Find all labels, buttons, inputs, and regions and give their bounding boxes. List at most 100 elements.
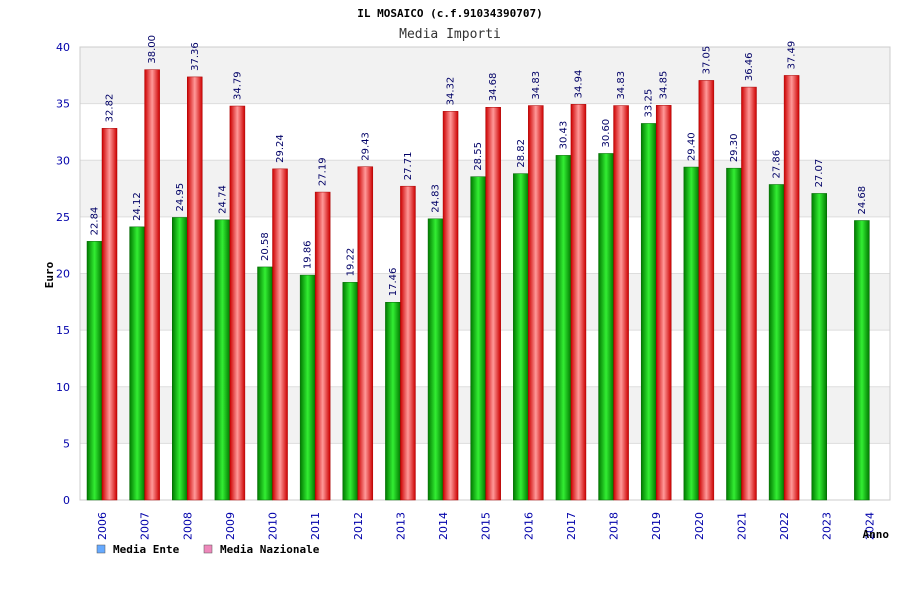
bar-media-nazionale	[698, 80, 715, 501]
x-tick-label: 2014	[437, 512, 450, 540]
x-tick-label: 2008	[181, 512, 194, 540]
y-tick-label: 15	[56, 324, 70, 337]
data-label-media-nazionale: 32.82	[105, 94, 116, 123]
bar-media-ente	[683, 166, 700, 501]
bar-media-nazionale	[613, 105, 629, 501]
bars	[86, 69, 870, 501]
data-label-media-ente: 30.60	[601, 119, 612, 148]
bar-media-ente	[768, 184, 785, 501]
bar-media-nazionale	[314, 191, 331, 501]
data-label-media-nazionale: 36.46	[744, 52, 755, 81]
legend-label-media-ente: Media Ente	[113, 543, 180, 556]
legend-swatch-media-ente	[96, 544, 106, 554]
bar-media-ente	[299, 274, 316, 501]
data-label-media-ente: 28.82	[516, 139, 527, 168]
data-label-media-ente: 17.46	[388, 268, 399, 297]
data-label-media-nazionale: 27.19	[318, 157, 329, 186]
bar-media-nazionale	[101, 128, 118, 501]
data-label-media-ente: 24.95	[175, 183, 186, 212]
bar-media-nazionale	[655, 105, 672, 501]
bar-media-ente	[811, 193, 827, 501]
x-tick-label: 2016	[522, 512, 535, 540]
bar-media-ente	[257, 266, 273, 501]
data-label-media-ente: 24.83	[431, 184, 442, 213]
y-tick-label: 5	[63, 437, 70, 450]
x-tick-label: 2021	[735, 512, 748, 540]
x-tick-label: 2017	[565, 512, 578, 540]
data-label-media-ente: 27.07	[814, 159, 825, 188]
legend-swatch-media-nazionale	[203, 544, 213, 554]
bar-media-ente	[342, 282, 359, 501]
data-label-media-ente: 20.58	[260, 232, 271, 261]
bar-media-ente	[470, 176, 486, 501]
bar-media-nazionale	[528, 105, 544, 501]
y-tick-label: 20	[56, 268, 70, 281]
data-label-media-ente: 30.43	[558, 121, 569, 150]
bar-media-nazionale	[272, 168, 288, 501]
data-label-media-ente: 19.86	[303, 240, 314, 269]
chart-subtitle: Media Importi	[399, 27, 501, 42]
data-label-media-nazionale: 37.49	[787, 41, 798, 70]
bar-media-nazionale	[229, 105, 246, 501]
x-tick-label: 2020	[693, 512, 706, 540]
bar-media-ente	[385, 302, 401, 501]
data-label-media-ente: 24.68	[857, 186, 868, 215]
x-tick-label: 2010	[267, 512, 280, 540]
bar-media-nazionale	[187, 76, 203, 501]
bar-media-nazionale	[442, 111, 459, 501]
bar-media-ente	[427, 218, 444, 501]
y-tick-label: 40	[56, 41, 70, 54]
bar-media-ente	[172, 217, 188, 501]
y-tick-label: 0	[63, 494, 70, 507]
data-label-media-nazionale: 29.24	[275, 134, 286, 163]
y-axis: 0 5 10 15 20 25 30 35 40	[56, 41, 70, 507]
data-label-media-nazionale: 34.85	[659, 71, 670, 100]
bar-media-nazionale	[783, 75, 800, 501]
bar-media-nazionale	[570, 104, 587, 501]
x-tick-label: 2012	[352, 512, 365, 540]
data-label-media-nazionale: 34.68	[488, 73, 499, 102]
bar-media-nazionale	[400, 185, 416, 501]
x-axis: 2006 2007 2008 2009 2010 2011 2012 2013 2014 2015…	[96, 512, 876, 540]
x-tick-label: 2007	[139, 512, 152, 540]
y-tick-label: 30	[56, 154, 70, 167]
bar-media-nazionale	[357, 166, 374, 501]
y-tick-label: 25	[56, 211, 70, 224]
y-axis-label: Euro	[43, 261, 56, 288]
y-tick-label: 35	[56, 98, 70, 111]
data-label-media-nazionale: 38.00	[147, 35, 158, 64]
data-label-media-ente: 24.12	[132, 192, 143, 221]
data-label-media-nazionale: 34.32	[446, 77, 457, 106]
data-label-media-nazionale: 37.36	[190, 42, 201, 71]
x-tick-label: 2011	[309, 512, 322, 540]
data-label-media-nazionale: 34.79	[232, 71, 243, 100]
x-tick-label: 2013	[394, 512, 407, 540]
legend: Media Ente Media Nazionale	[96, 543, 320, 556]
data-label-media-ente: 24.74	[217, 185, 228, 214]
data-label-media-nazionale: 29.43	[360, 132, 371, 161]
data-label-media-nazionale: 34.83	[531, 71, 542, 100]
x-tick-label: 2009	[224, 512, 237, 540]
bar-media-nazionale	[144, 69, 160, 501]
bar-media-ente	[726, 167, 742, 501]
bar-media-ente	[129, 226, 145, 501]
bar-media-ente	[214, 219, 231, 501]
x-tick-label: 2023	[821, 512, 834, 540]
data-label-media-ente: 19.22	[345, 248, 356, 277]
bar-media-nazionale	[741, 86, 757, 501]
data-label-media-ente: 28.55	[473, 142, 484, 171]
data-label-media-nazionale: 34.94	[573, 70, 584, 99]
data-label-media-ente: 22.84	[90, 207, 101, 236]
x-tick-label: 2024	[863, 512, 876, 540]
bar-media-ente	[854, 220, 870, 501]
bar-media-ente	[513, 173, 529, 501]
data-label-media-ente: 33.25	[644, 89, 655, 118]
x-tick-label: 2019	[650, 512, 663, 540]
y-tick-label: 10	[56, 381, 70, 394]
bar-media-ente	[555, 155, 572, 501]
data-label-media-nazionale: 37.05	[701, 46, 712, 75]
data-label-media-nazionale: 27.71	[403, 152, 414, 181]
x-tick-label: 2006	[96, 512, 109, 540]
data-label-media-ente: 29.30	[729, 134, 740, 163]
